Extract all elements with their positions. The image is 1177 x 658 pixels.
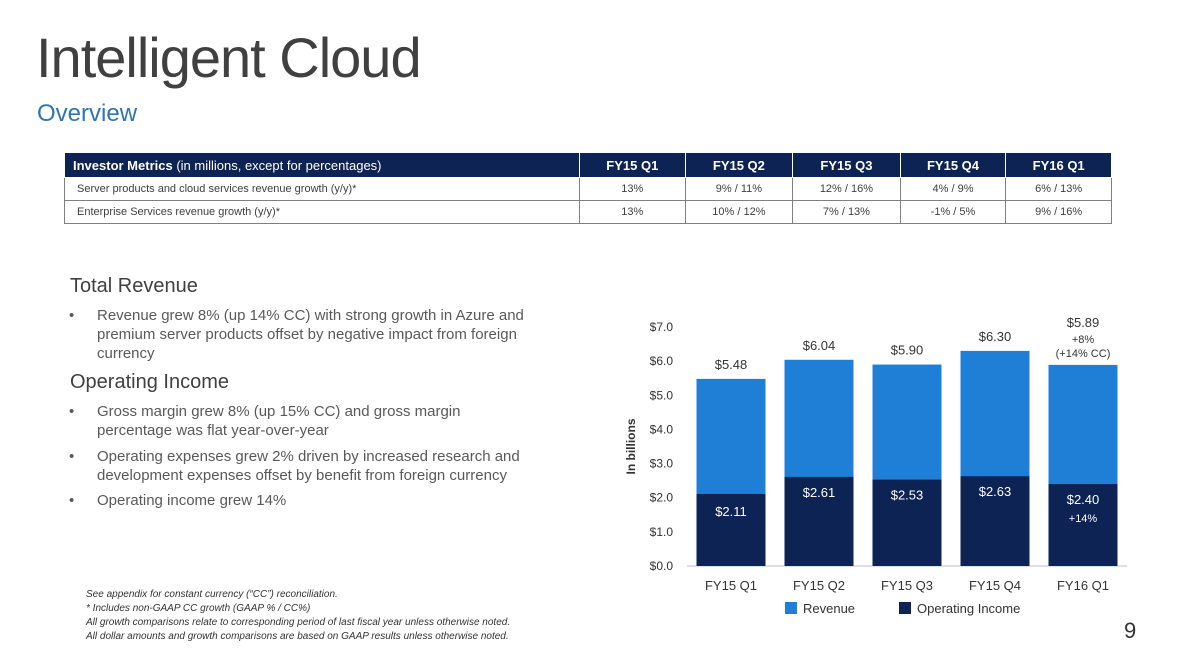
- y-tick-label: $0.0: [650, 559, 674, 573]
- y-tick-label: $6.0: [650, 354, 674, 368]
- row-label: Server products and cloud services reven…: [64, 177, 580, 201]
- operating-income-data-label: $2.53: [891, 488, 924, 503]
- total-revenue-heading: Total Revenue: [70, 275, 198, 297]
- operating-income-data-label: $2.61: [803, 485, 836, 500]
- operating-income-data-label: $2.40: [1067, 492, 1100, 507]
- y-tick-label: $3.0: [650, 457, 674, 471]
- table-cell: 4% / 9%: [899, 177, 1007, 201]
- x-tick-label: FY15 Q4: [969, 578, 1021, 593]
- table-cell: 6% / 13%: [1005, 177, 1112, 201]
- column-fy15-q1: FY15 Q1: [579, 152, 686, 178]
- table-row: Server products and cloud services reven…: [64, 177, 1112, 201]
- operating-income-bar: [960, 476, 1030, 566]
- y-tick-label: $2.0: [650, 491, 674, 505]
- table-header-metric: Investor Metrics (in millions, except fo…: [64, 152, 580, 178]
- table-cell: 13%: [579, 200, 686, 224]
- opinc-growth-annotation: +14%: [1069, 513, 1098, 525]
- footnote-line: All dollar amounts and growth comparison…: [86, 631, 509, 642]
- operating-income-bar: [1048, 484, 1118, 566]
- investor-metrics-table: Investor Metrics (in millions, except fo…: [64, 152, 1112, 224]
- operating-income-bar: [784, 476, 854, 566]
- header-rest-label: (in millions, except for percentages): [172, 157, 382, 173]
- y-tick-label: $1.0: [650, 525, 674, 539]
- operating-income-bar: [696, 493, 766, 566]
- table-cell: 10% / 12%: [684, 200, 794, 224]
- column-fy15-q2: FY15 Q2: [684, 152, 794, 178]
- header-bold-label: Investor Metrics: [73, 157, 173, 173]
- opinc-bullet-2: • Operating expenses grew 2% driven by i…: [69, 447, 520, 485]
- bullet-line: premium server products offset by negati…: [97, 326, 517, 343]
- legend-swatch-operating-income: [899, 602, 911, 614]
- y-axis-label: In billions: [624, 418, 638, 474]
- operating-income-heading: Operating Income: [70, 371, 229, 393]
- legend-swatch-revenue: [785, 602, 797, 614]
- legend-label-operating-income: Operating Income: [917, 601, 1020, 616]
- revenue-data-label: $5.89: [1067, 315, 1100, 330]
- table-row: Enterprise Services revenue growth (y/y)…: [64, 200, 1112, 224]
- y-tick-label: $5.0: [650, 388, 674, 402]
- revenue-bullet: • Revenue grew 8% (up 14% CC) with stron…: [69, 306, 524, 363]
- table-cell: 7% / 13%: [792, 200, 901, 224]
- page-number: 9: [1124, 618, 1137, 643]
- revenue-data-label: $5.48: [715, 357, 748, 372]
- revenue-data-label: $5.90: [891, 343, 924, 358]
- bullet-marker: •: [69, 448, 75, 465]
- table-cell: 13%: [579, 177, 686, 201]
- bullet-line: Revenue grew 8% (up 14% CC) with strong …: [97, 307, 524, 324]
- bullet-line: Operating income grew 14%: [97, 492, 287, 509]
- x-tick-label: FY15 Q3: [881, 578, 933, 593]
- x-tick-label: FY15 Q1: [705, 578, 757, 593]
- revenue-data-label: $6.04: [803, 338, 836, 353]
- revenue-data-label: $6.30: [979, 329, 1012, 344]
- row-label: Enterprise Services revenue growth (y/y)…: [64, 200, 580, 224]
- legend-label-revenue: Revenue: [803, 601, 855, 616]
- footnote-line: All growth comparisons relate to corresp…: [86, 617, 511, 628]
- table-cell: -1% / 5%: [899, 200, 1007, 224]
- page-subtitle: Overview: [37, 100, 138, 127]
- bullet-marker: •: [69, 492, 75, 509]
- operating-income-data-label: $2.63: [979, 484, 1012, 499]
- bullet-marker: •: [69, 403, 75, 420]
- bullet-line: percentage was flat year-over-year: [97, 422, 329, 439]
- footnotes: See appendix for constant currency (“CC”…: [86, 588, 510, 644]
- y-tick-label: $7.0: [650, 320, 674, 334]
- column-fy15-q3: FY15 Q3: [792, 152, 901, 178]
- bullet-line: Operating expenses grew 2% driven by inc…: [97, 448, 520, 465]
- table-header-row: Investor Metrics (in millions, except fo…: [64, 152, 1112, 178]
- x-tick-label: FY15 Q2: [793, 578, 845, 593]
- table-cell: 12% / 16%: [792, 177, 901, 201]
- bullet-line: Gross margin grew 8% (up 15% CC) and gro…: [97, 403, 461, 420]
- revenue-growth-annotation: +8%: [1072, 334, 1095, 346]
- revenue-cc-annotation: (+14% CC): [1056, 348, 1111, 360]
- bullet-line: development expenses offset by benefit f…: [97, 467, 507, 484]
- y-tick-label: $4.0: [650, 422, 674, 436]
- opinc-bullet-3: • Operating income grew 14%: [69, 491, 287, 510]
- table-cell: 9% / 16%: [1005, 200, 1112, 224]
- operating-income-bar: [872, 479, 942, 566]
- bullet-line: currency: [97, 345, 155, 362]
- page-title: Intelligent Cloud: [36, 26, 422, 89]
- footnote-line: See appendix for constant currency (“CC”…: [86, 589, 338, 600]
- operating-income-data-label: $2.11: [715, 504, 747, 519]
- column-fy16-q1: FY16 Q1: [1005, 152, 1112, 178]
- table-cell: 9% / 11%: [684, 177, 794, 201]
- column-fy15-q4: FY15 Q4: [899, 152, 1007, 178]
- revenue-opinc-chart: In billions $0.0 $1.0 $2.0 $3.0 $4.0 $5.0 $6.0 $…: [624, 315, 1127, 616]
- bullet-marker: •: [69, 307, 75, 324]
- footnote-line: * Includes non-GAAP CC growth (GAAP % / …: [86, 603, 311, 614]
- opinc-bullet-1: • Gross margin grew 8% (up 15% CC) and g…: [69, 402, 461, 440]
- x-tick-label: FY16 Q1: [1057, 578, 1109, 593]
